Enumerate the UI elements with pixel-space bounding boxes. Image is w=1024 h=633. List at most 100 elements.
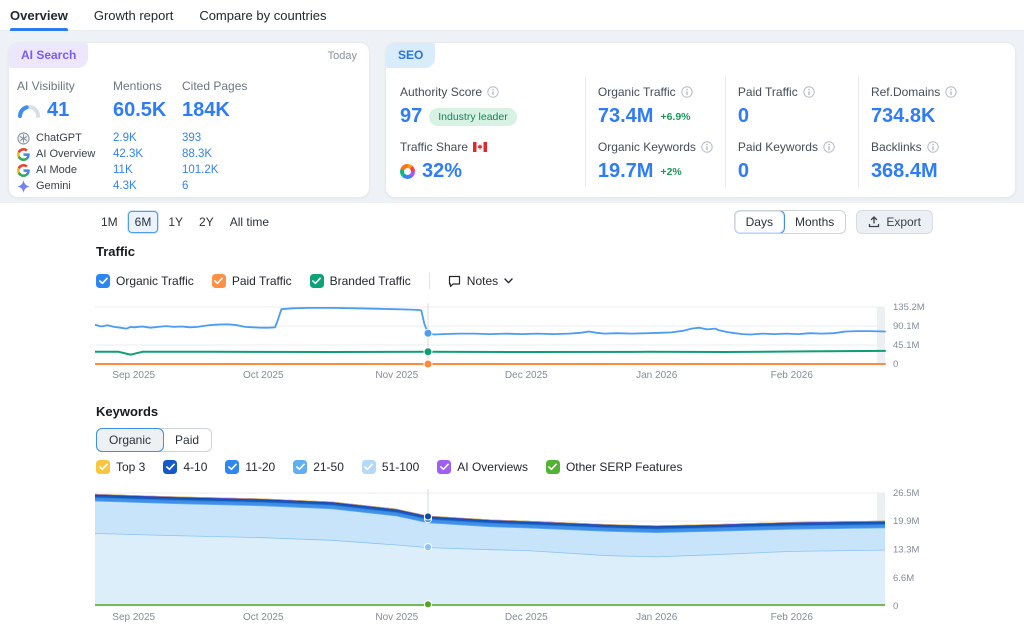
metric-backlinks[interactable]: Backlinks 368.4M	[857, 132, 1005, 187]
info-icon[interactable]	[926, 141, 939, 153]
granularity-days[interactable]: Days	[734, 211, 785, 233]
ai-mode-cited-pages[interactable]: 101.2K	[182, 164, 219, 176]
metric-delta: +2%	[660, 165, 682, 178]
metric-organic-keywords[interactable]: Organic Keywords 19.7M +2%	[584, 132, 725, 187]
keywords-legend: Top 3 4-10 11-20 21-50 51-100 AI Overvie…	[96, 460, 682, 474]
metric-ref-domains[interactable]: Ref.Domains 734.8K	[857, 77, 1005, 132]
ai-overview-cited-pages[interactable]: 88.3K	[182, 148, 213, 160]
metric-authority-score[interactable]: Authority Score 97 Industry leader	[400, 77, 585, 132]
platform-row-chatgpt[interactable]: ChatGPT	[17, 130, 113, 146]
legend-4-10[interactable]: 4-10	[163, 460, 207, 474]
svg-text:0: 0	[893, 359, 898, 370]
info-icon[interactable]	[945, 86, 957, 98]
metric-label: Authority Score	[400, 85, 483, 99]
granularity-months[interactable]: Months	[794, 215, 835, 229]
metric-paid-keywords[interactable]: Paid Keywords 0	[724, 132, 858, 187]
seo-card: SEO Authority Score 97 Industry leader O…	[385, 42, 1016, 198]
legend-label: 11-20	[245, 460, 276, 474]
legend-label: 4-10	[183, 460, 208, 474]
platform-row-gemini[interactable]: Gemini	[17, 178, 113, 194]
metric-value: 0	[737, 160, 750, 182]
notes-button[interactable]: Notes	[448, 274, 513, 288]
ai-mode-mentions[interactable]: 11K	[113, 164, 133, 176]
tab-overview[interactable]: Overview	[10, 0, 68, 31]
checkbox-checked-icon[interactable]	[545, 460, 560, 474]
legend-label: 21-50	[313, 460, 344, 474]
toggle-paid[interactable]: Paid	[175, 433, 200, 447]
platform-row-ai-overview[interactable]: AI Overview	[17, 146, 113, 162]
ai-col-visibility: AI Visibility	[17, 79, 75, 93]
google-icon	[17, 163, 30, 177]
legend-21-50[interactable]: 21-50	[293, 460, 344, 474]
legend-11-20[interactable]: 11-20	[225, 460, 275, 474]
checkbox-checked-icon[interactable]	[163, 460, 178, 474]
metric-label: Backlinks	[870, 140, 922, 154]
chatgpt-mentions[interactable]: 2.9K	[113, 132, 137, 144]
svg-text:Nov 2025: Nov 2025	[375, 370, 418, 381]
checkbox-checked-icon[interactable]	[361, 460, 376, 474]
traffic-chart[interactable]: 0 45.1M 90.1M 135.2M Sep 2025 Oct 2025 Nov 202…	[94, 293, 1024, 390]
legend-label: 51-100	[381, 460, 420, 474]
gemini-cited-pages[interactable]: 6	[182, 180, 189, 192]
keywords-chart[interactable]: 0 6.6M 13.3M 19.9M 26.5M Sep 2025 Oct 2025 Nov …	[94, 480, 1024, 632]
range-6m[interactable]: 6M	[127, 211, 159, 233]
checkbox-checked-icon[interactable]	[225, 460, 240, 474]
svg-text:6.6M: 6.6M	[893, 573, 914, 584]
export-icon	[869, 216, 880, 228]
checkbox-checked-icon[interactable]	[211, 274, 226, 288]
metric-value: 97	[400, 105, 423, 127]
info-icon[interactable]	[680, 86, 693, 98]
legend-ai-overviews[interactable]: AI Overviews	[437, 460, 528, 474]
range-1m[interactable]: 1M	[101, 215, 118, 229]
metric-label: Traffic Share	[400, 140, 469, 154]
info-icon[interactable]	[803, 86, 815, 98]
range-1y[interactable]: 1Y	[168, 215, 184, 229]
toggle-organic[interactable]: Organic	[96, 428, 165, 452]
svg-text:Oct 2025: Oct 2025	[243, 612, 284, 623]
legend-paid-traffic[interactable]: Paid Traffic	[211, 274, 292, 288]
svg-text:Jan 2026: Jan 2026	[636, 370, 678, 381]
legend-51-100[interactable]: 51-100	[361, 460, 420, 474]
metric-paid-traffic[interactable]: Paid Traffic 0	[724, 77, 858, 132]
date-range-selector: 1M 6M 1Y 2Y All time	[95, 211, 275, 233]
platform-row-ai-mode[interactable]: AI Mode	[17, 162, 113, 178]
svg-text:Dec 2025: Dec 2025	[505, 612, 548, 623]
legend-top-3[interactable]: Top 3	[96, 460, 145, 474]
checkbox-checked-icon[interactable]	[96, 460, 110, 474]
chevron-down-icon	[504, 278, 513, 284]
checkbox-checked-icon[interactable]	[309, 274, 324, 288]
legend-other-serp-features[interactable]: Other SERP Features	[545, 460, 682, 474]
info-icon[interactable]	[701, 141, 713, 153]
summary-band: AI Search Today AI Visibility Mentions C…	[0, 31, 1024, 203]
gemini-icon	[17, 179, 30, 193]
export-button[interactable]: Export	[856, 210, 933, 234]
info-icon[interactable]	[823, 141, 835, 153]
export-label: Export	[886, 215, 921, 229]
range-all-time[interactable]: All time	[229, 215, 270, 229]
legend-branded-traffic[interactable]: Branded Traffic	[309, 274, 411, 288]
legend-organic-traffic[interactable]: Organic Traffic	[96, 274, 194, 288]
checkbox-checked-icon[interactable]	[96, 274, 110, 288]
platform-label: AI Overview	[36, 148, 96, 160]
platform-label: AI Mode	[36, 164, 77, 176]
metric-organic-traffic[interactable]: Organic Traffic 73.4M +6.9%	[584, 77, 725, 132]
ai-overview-mentions[interactable]: 42.3K	[113, 148, 144, 160]
svg-text:Jan 2026: Jan 2026	[636, 612, 678, 623]
tab-bar: Overview Growth report Compare by countr…	[0, 0, 1024, 31]
gemini-mentions[interactable]: 4.3K	[113, 180, 137, 192]
legend-label: Organic Traffic	[116, 274, 194, 288]
chatgpt-cited-pages[interactable]: 393	[182, 132, 202, 144]
metric-label: Ref.Domains	[870, 85, 941, 99]
metric-label: Organic Keywords	[597, 140, 696, 154]
checkbox-checked-icon[interactable]	[293, 460, 308, 474]
range-2y[interactable]: 2Y	[199, 215, 214, 229]
legend-label: Branded Traffic	[329, 274, 411, 288]
tab-growth-report[interactable]: Growth report	[93, 7, 174, 23]
metric-traffic-share[interactable]: Traffic Share 32%	[400, 132, 585, 187]
checkbox-checked-icon[interactable]	[437, 460, 452, 474]
tab-compare-by-countries[interactable]: Compare by countries	[199, 7, 327, 23]
info-icon[interactable]	[487, 86, 499, 98]
traffic-section-title: Traffic	[96, 244, 136, 259]
metric-value: 73.4M	[597, 105, 654, 127]
